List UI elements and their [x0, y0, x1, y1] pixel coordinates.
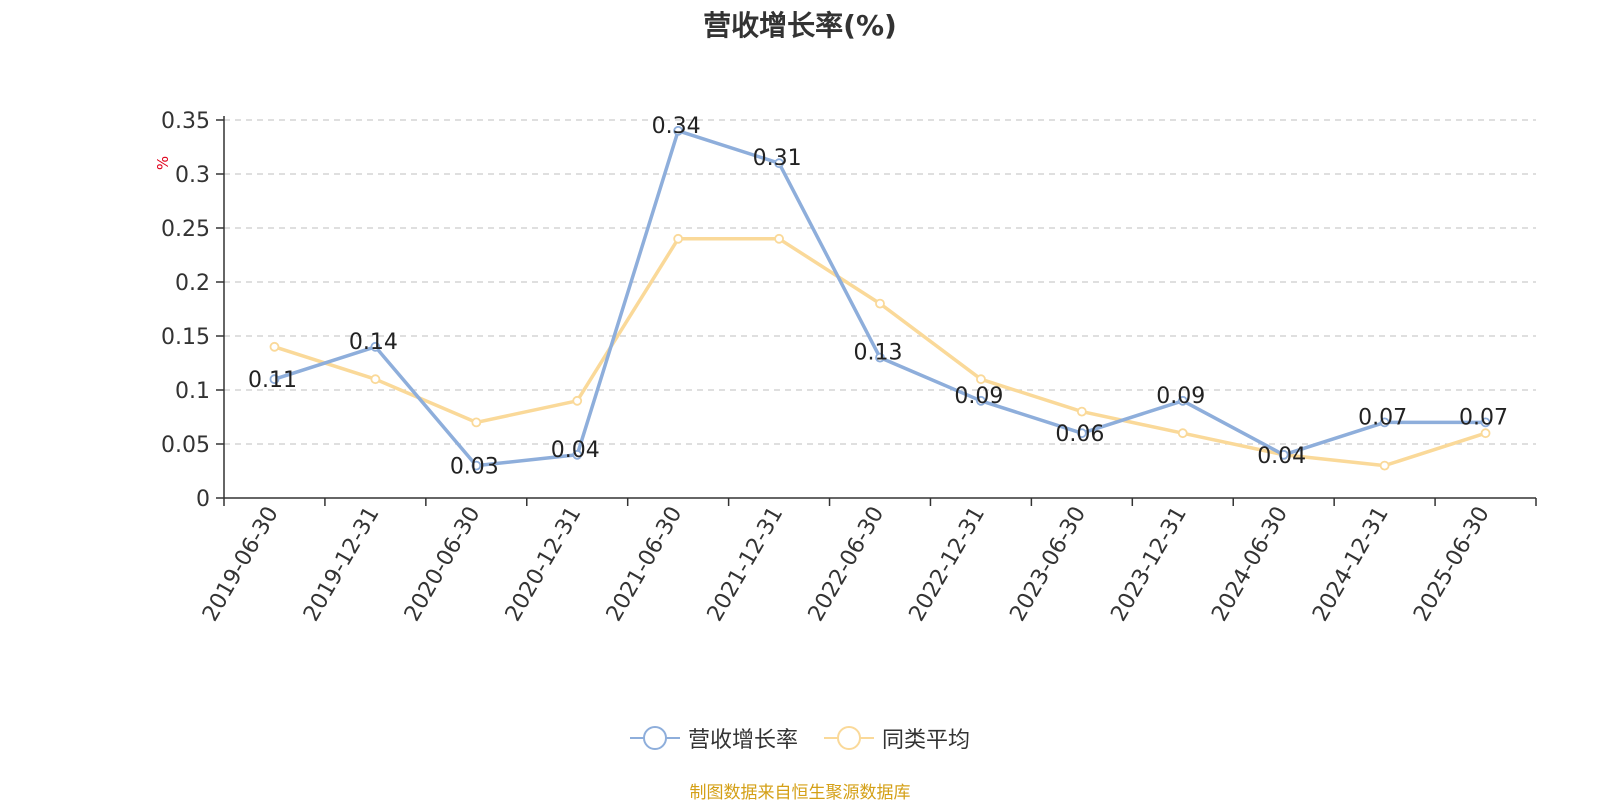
- y-tick-label: 0.25: [161, 217, 210, 242]
- data-point-peer-average: [1177, 428, 1188, 439]
- x-tick-label: 2022-06-30: [804, 503, 890, 626]
- data-point-revenue-growth: [1480, 417, 1491, 428]
- x-tick-label: 2025-06-30: [1409, 503, 1495, 626]
- legend-marker-peer-average: [824, 725, 874, 751]
- x-tick-label: 2021-06-30: [602, 503, 688, 626]
- y-tick-label: 0.2: [175, 271, 210, 296]
- y-axis-unit-label: %: [154, 156, 172, 170]
- data-point-revenue-growth: [471, 460, 482, 471]
- data-point-revenue-growth: [572, 449, 583, 460]
- data-point-revenue-growth: [370, 341, 381, 352]
- data-label: 0.34: [652, 114, 701, 139]
- x-tick-label: 2019-12-31: [299, 503, 385, 626]
- y-tick-label: 0.35: [161, 109, 210, 134]
- data-point-revenue-growth: [673, 125, 684, 136]
- data-point-revenue-growth: [976, 395, 986, 406]
- data-point-peer-average: [673, 233, 684, 244]
- x-tick-label: 2022-12-31: [905, 503, 991, 626]
- y-tick-label: 0.1: [175, 379, 210, 404]
- y-tick-label: 0.3: [175, 163, 210, 188]
- data-point-revenue-growth: [269, 374, 280, 385]
- legend-label: 同类平均: [882, 728, 971, 753]
- data-point-revenue-growth: [1379, 417, 1390, 428]
- data-label: 0.07: [1459, 405, 1508, 430]
- y-tick-label: 0.15: [161, 325, 210, 350]
- legend-item-revenue-growth[interactable]: 营收增长率: [629, 722, 798, 754]
- data-point-peer-average: [1076, 406, 1087, 417]
- data-point-peer-average: [370, 374, 381, 385]
- data-point-revenue-growth: [1076, 428, 1087, 439]
- data-point-revenue-growth: [1177, 395, 1188, 406]
- data-label: 0.14: [349, 330, 398, 355]
- data-label: 0.03: [450, 455, 499, 480]
- data-label: 0.04: [1257, 444, 1306, 469]
- x-tick-label: 2019-06-30: [198, 503, 284, 626]
- data-point-peer-average: [1379, 460, 1390, 471]
- chart-title: 营收增长率(%): [703, 9, 897, 42]
- data-point-peer-average: [875, 298, 885, 309]
- legend-label: 营收增长率: [687, 728, 798, 753]
- data-point-revenue-growth: [774, 158, 784, 169]
- data-point-peer-average: [269, 341, 280, 352]
- data-point-peer-average: [774, 233, 784, 244]
- legend-item-peer-average[interactable]: 同类平均: [824, 722, 970, 754]
- data-label: 0.11: [248, 368, 297, 393]
- data-label: 0.04: [551, 438, 600, 463]
- x-tick-label: 2021-12-31: [703, 503, 789, 626]
- x-tick-label: 2020-06-30: [400, 503, 486, 626]
- x-tick-label: 2024-06-30: [1207, 503, 1293, 626]
- data-label: 0.06: [1055, 422, 1104, 447]
- legend-marker-revenue-growth: [629, 725, 680, 751]
- x-tick-label: 2024-12-31: [1308, 503, 1394, 626]
- data-label: 0.07: [1358, 405, 1407, 430]
- x-tick-label: 2023-06-30: [1005, 503, 1091, 626]
- data-point-peer-average: [471, 417, 482, 428]
- data-label: 0.13: [854, 341, 903, 366]
- data-point-revenue-growth: [1278, 449, 1289, 460]
- data-point-peer-average: [1480, 428, 1491, 439]
- x-tick-label: 2023-12-31: [1106, 503, 1192, 626]
- data-point-revenue-growth: [875, 352, 885, 363]
- x-tick-label: 2020-12-31: [501, 503, 587, 626]
- data-point-peer-average: [976, 374, 986, 385]
- data-label: 0.09: [954, 384, 1003, 409]
- data-point-peer-average: [572, 395, 583, 406]
- source-note: 制图数据来自恒生聚源数据库: [689, 783, 911, 803]
- data-label: 0.09: [1156, 384, 1205, 409]
- y-tick-label: 0: [196, 487, 210, 512]
- data-label: 0.31: [753, 146, 802, 171]
- legend: 营收增长率 同类平均: [0, 722, 1600, 754]
- y-tick-label: 0.05: [161, 433, 210, 458]
